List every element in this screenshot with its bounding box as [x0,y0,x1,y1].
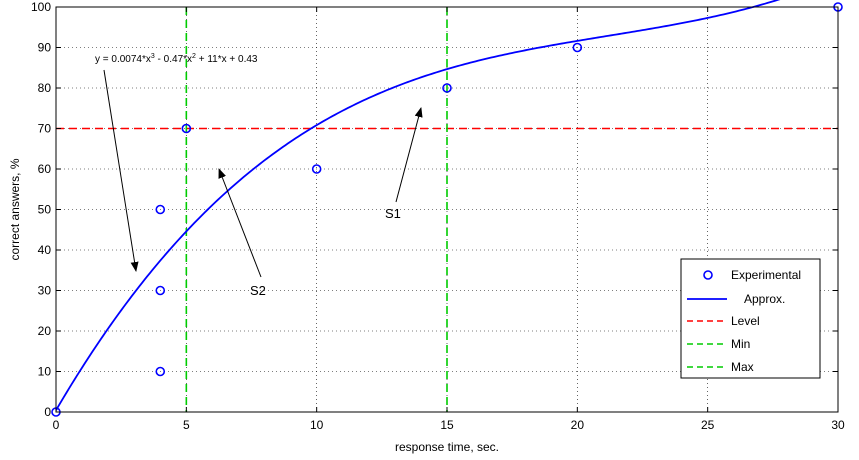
y-tick-label: 20 [38,324,52,338]
y-tick-label: 80 [38,81,52,95]
x-tick-label: 5 [183,418,190,432]
legend-label: Experimental [731,268,801,282]
y-tick-label: 30 [38,284,52,298]
data-point [311,164,322,174]
data-point [155,204,166,215]
s1-label: S1 [385,206,401,221]
data-point [572,42,583,53]
legend-label: Approx. [744,292,785,306]
x-tick-label: 20 [571,418,585,432]
annotations: y = 0.0074*x3 - 0.47*x2 + 11*x + 0.43 S1 S… [95,53,423,298]
y-tick-label: 50 [38,203,52,217]
data-point [155,285,166,296]
x-tick-label: 0 [53,418,60,432]
reference-lines [56,7,838,412]
s2-label: S2 [250,283,266,298]
legend-label: Level [731,314,760,328]
y-axis-label: correct answers, % [8,158,22,260]
x-tick-label: 30 [831,418,845,432]
x-axis-label: response time, sec. [395,440,499,454]
legend-box [680,258,821,379]
data-point [155,366,166,377]
x-tick-label: 15 [440,418,454,432]
legend: Experimental Approx. Level Min Max [680,258,821,379]
y-tick-label: 60 [38,162,52,176]
data-point [442,83,452,93]
x-tick-label: 10 [310,418,324,432]
y-tick-label: 0 [44,405,51,419]
approx-line [55,0,781,411]
y-tick-label: 70 [38,122,52,136]
s2-arrow [218,168,262,278]
legend-label: Min [731,337,750,351]
legend-label: Max [731,360,754,374]
experimental-points [51,2,843,417]
s1-arrow [395,107,423,203]
legend-marker [703,270,713,280]
y-tick-label: 40 [38,243,52,257]
y-tick-label: 10 [38,365,52,379]
y-tick-label: 100 [31,0,51,14]
tick-labels: 0 5 10 15 20 25 30 0 10 20 30 40 50 60 70 80 90 100 [31,0,845,432]
x-tick-label: 25 [701,418,715,432]
data-point [181,123,192,134]
approximation-curve [55,0,781,411]
equation-label: y = 0.0074*x3 - 0.47*x2 + 11*x + 0.43 [95,53,258,65]
y-tick-label: 90 [38,41,52,55]
equation-arrow [103,69,139,272]
